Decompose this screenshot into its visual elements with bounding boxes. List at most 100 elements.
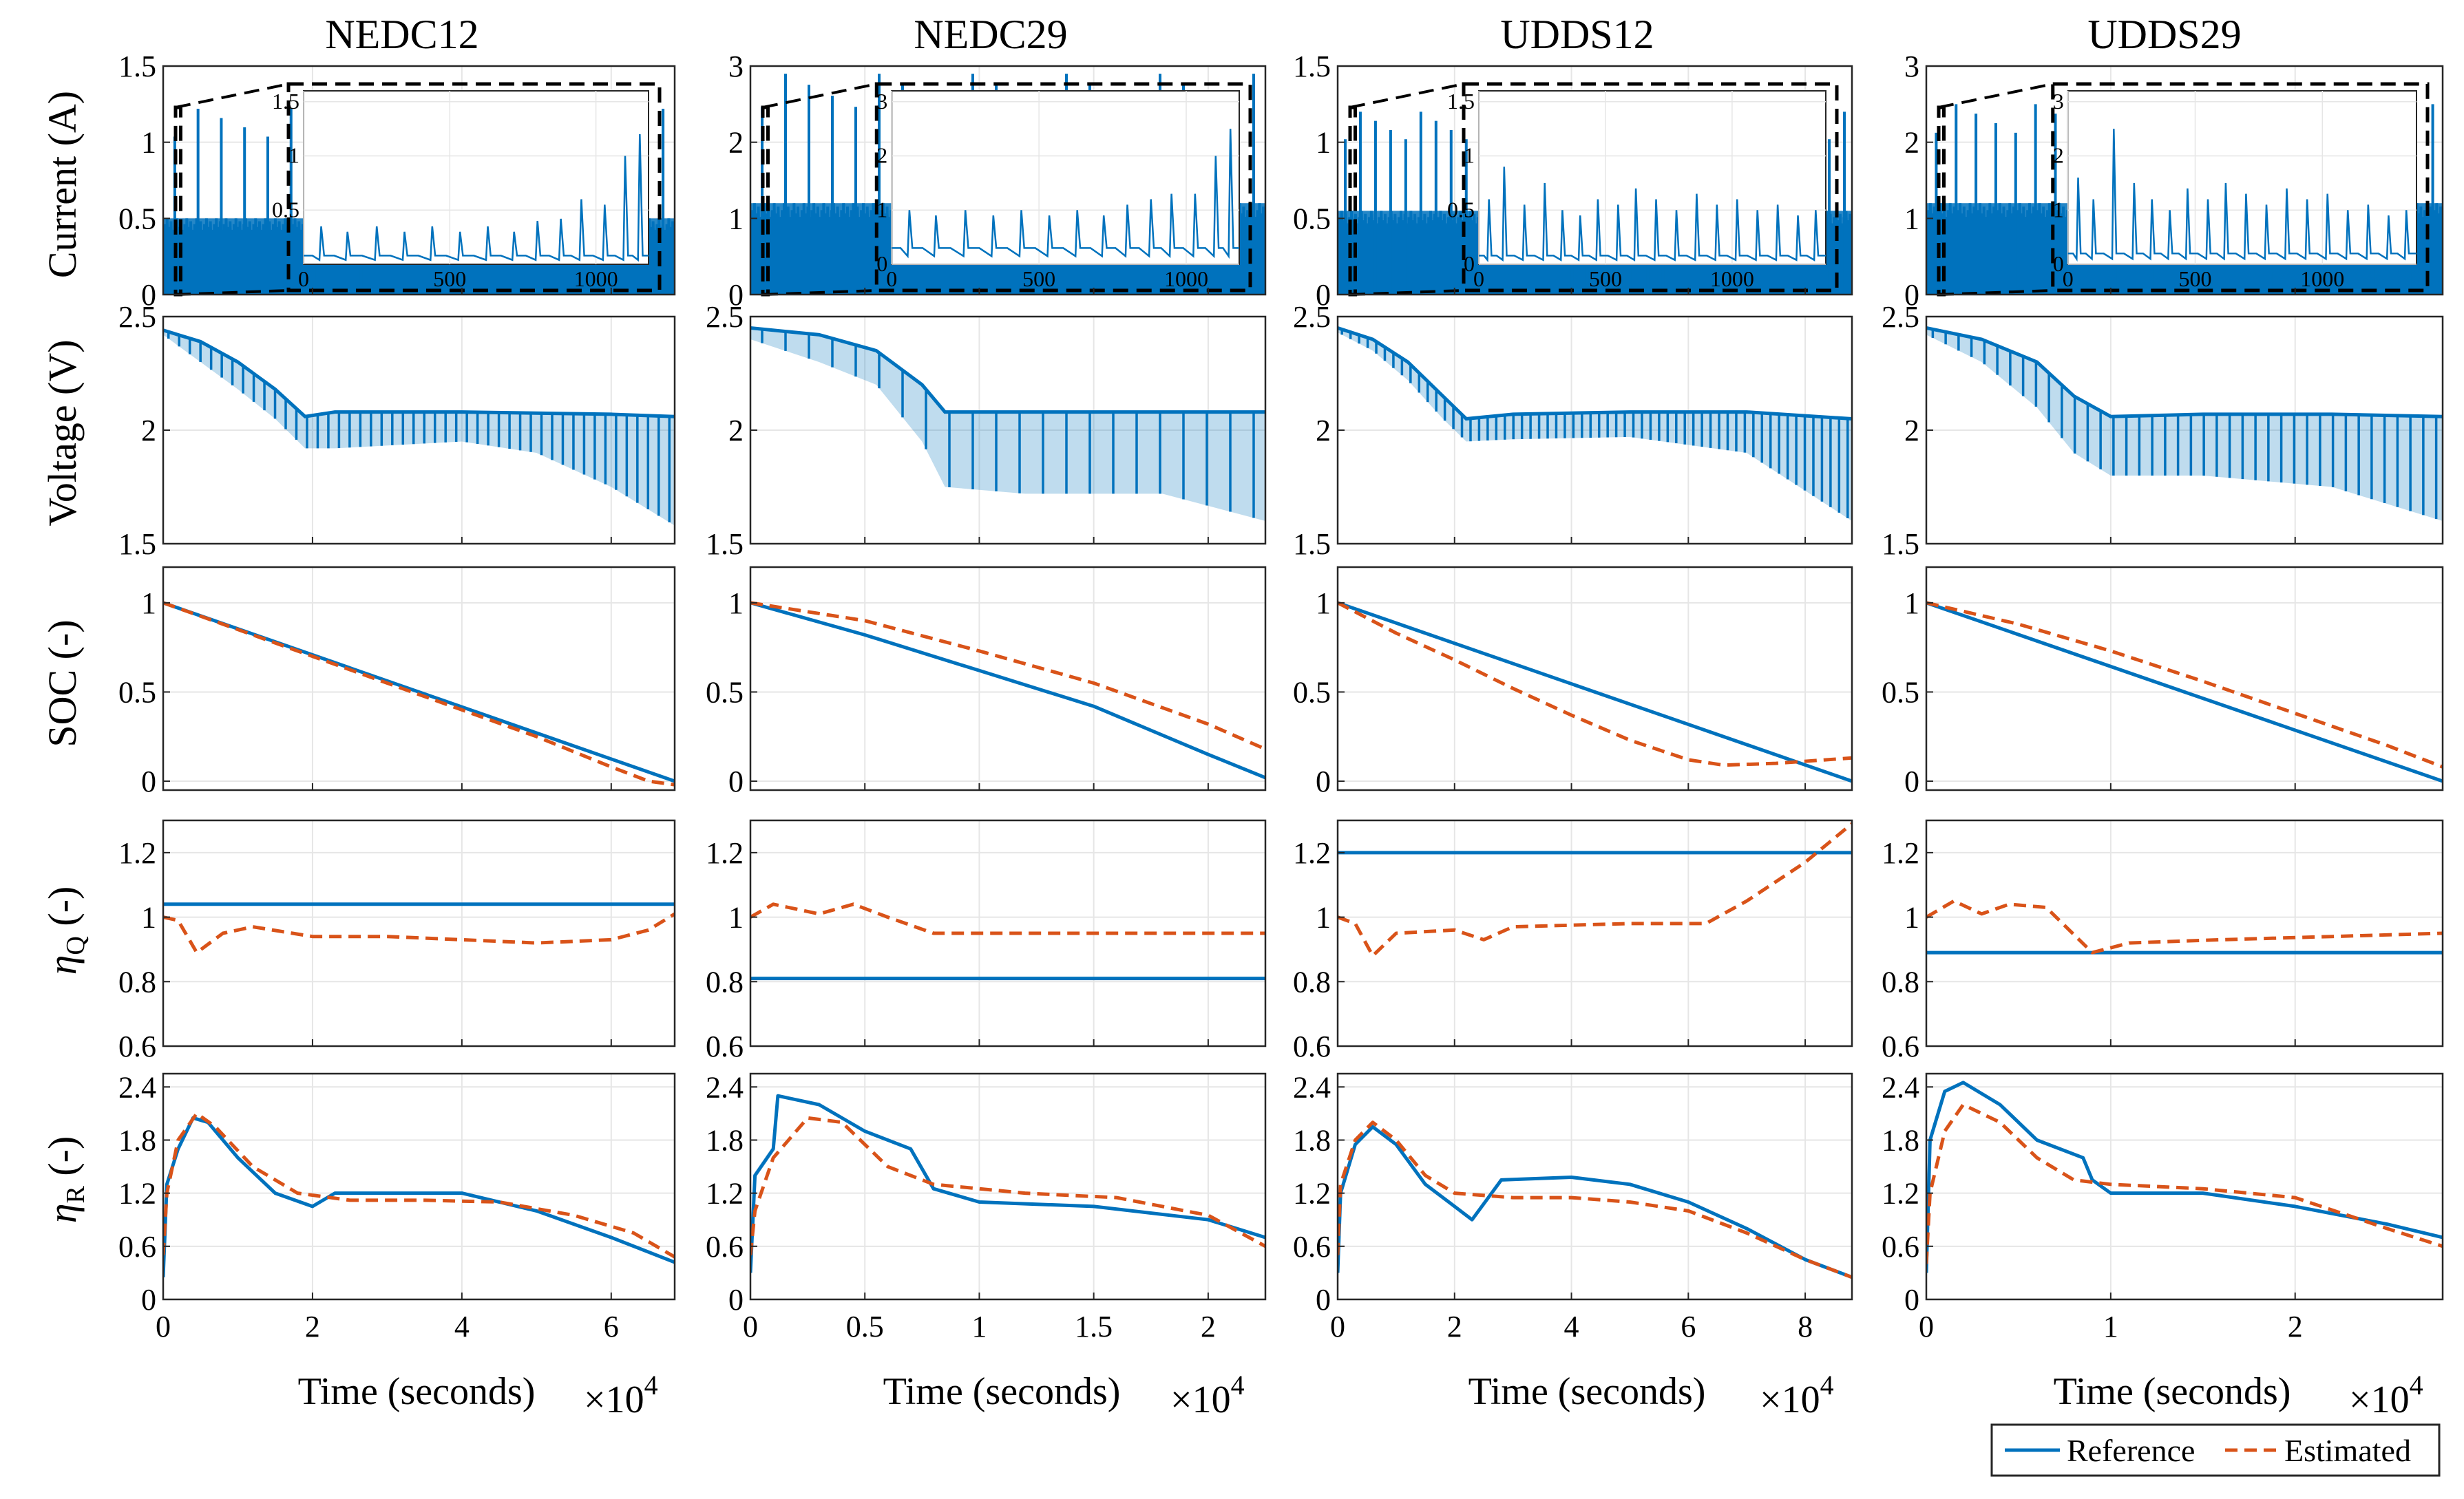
plot-grid: 0 500 10000.511.500.511.51.522.500.510.60.…	[118, 50, 2444, 1343]
y-tick-label: 2	[1904, 414, 1919, 447]
inset-udds29: 0 500 1000 0 1 2 3	[2053, 89, 2417, 291]
y-tick-label: 1.8	[1293, 1123, 1331, 1157]
inset-y-tick-label: 1.5	[1447, 89, 1475, 114]
y-tick-label: 0.6	[1293, 1230, 1331, 1264]
etar-estimated-series	[750, 1116, 1265, 1255]
y-tick-label: 0	[1316, 278, 1331, 312]
y-tick-label: 1.5	[1293, 50, 1331, 83]
y-tick-label: 0	[728, 1283, 744, 1317]
x-multiplier-udds29-exp: 4	[2410, 1370, 2423, 1401]
y-tick-label: 0.8	[118, 965, 156, 999]
y-tick-label: 0	[141, 278, 156, 312]
zoom-connector-top	[175, 83, 289, 109]
inset-axes	[1478, 90, 1826, 265]
subplot-frame	[1336, 1072, 1853, 1301]
x-tick-label: 2	[305, 1310, 320, 1343]
subplot-data	[750, 326, 1265, 521]
y-tick-label: 2.4	[118, 1070, 156, 1104]
subplot-nedc12-current: 0 500 1000 0.5 1 1.5 0 0.5 1 1.5	[118, 50, 676, 312]
y-tick-label: 2.5	[706, 300, 744, 334]
y-tick-label: 1	[728, 202, 744, 235]
subplot-data	[163, 1112, 675, 1277]
ylabel-eta-r: ηR (-)	[40, 1136, 90, 1224]
y-tick-label: 0.6	[1882, 1230, 1919, 1264]
ylabel-eta-r-rest: (-)	[40, 1136, 85, 1186]
subplot-frame	[1925, 566, 2444, 791]
voltage-series-envelope	[1926, 328, 2443, 521]
y-tick-label: 0.6	[1882, 1030, 1919, 1063]
soc-reference-series	[750, 601, 1265, 780]
etar-reference-series	[750, 1094, 1265, 1273]
y-tick-label: 1.2	[1882, 836, 1919, 870]
y-tick-label: 1.8	[706, 1123, 744, 1157]
soc-estimated-series	[1338, 601, 1852, 767]
x-tick-label: 4	[1564, 1310, 1579, 1343]
etar-reference-series	[1926, 1081, 2443, 1273]
inset-nedc12: 0 500 1000 0.5 1 1.5	[272, 89, 649, 291]
subplot-background	[163, 1074, 675, 1299]
inset-outer-dashed-frame	[874, 82, 1252, 293]
y-tick-label: 0.5	[1293, 675, 1331, 709]
subplot-udds29-soc: 00.51	[1882, 566, 2444, 798]
subplot-data	[1338, 326, 1852, 521]
inset-y-tick-label: 1	[2053, 197, 2064, 222]
ylabel-eta-q: ηQ (-)	[40, 886, 90, 975]
subplot-data	[1926, 326, 2443, 521]
y-tick-label: 0.5	[1882, 675, 1919, 709]
xlabel-nedc29: Time (seconds)	[883, 1370, 1121, 1413]
y-tick-label: 1.5	[1882, 527, 1919, 561]
y-tick-label: 1	[728, 901, 744, 935]
inset-udds12: 0 500 1000 0 0.5 1 1.5	[1447, 89, 1826, 291]
y-tick-label: 0.5	[706, 675, 744, 709]
subplot-frame	[749, 65, 1267, 296]
inset-x-tick-label: 1000	[1164, 266, 1208, 291]
subplot-data	[1338, 1120, 1852, 1279]
subplot-background	[750, 820, 1265, 1046]
y-tick-label: 1.2	[1882, 1177, 1919, 1211]
y-tick-label: 1	[1904, 586, 1919, 620]
subplot-frame	[162, 65, 676, 296]
x-multiplier-nedc12: ×104	[584, 1370, 658, 1421]
x-multiplier-udds12-exp: 4	[1820, 1370, 1834, 1401]
zoom-connector-top	[1349, 83, 1464, 109]
xlabel-udds12: Time (seconds)	[1468, 1370, 1706, 1413]
inset-outer-dashed-frame	[286, 82, 662, 293]
zoom-connector-bottom	[1938, 289, 2053, 296]
soc-estimated-series	[163, 601, 675, 787]
x-tick-label: 6	[604, 1310, 619, 1343]
inset-x-tick-label: 1000	[1710, 266, 1754, 291]
inset-y-tick-label: 1	[876, 197, 887, 222]
subplot-frame	[1336, 819, 1853, 1048]
ylabel-eta-q-sub: Q	[61, 936, 90, 955]
subplot-data	[1926, 899, 2443, 955]
y-tick-label: 2	[1316, 414, 1331, 447]
y-tick-label: 1	[1316, 586, 1331, 620]
y-tick-label: 1.5	[1293, 527, 1331, 561]
zoom-connector-bottom	[1349, 289, 1464, 296]
subplot-background	[163, 567, 675, 790]
x-tick-label: 1	[2103, 1310, 2118, 1343]
ylabel-eta-r-symbol: η	[40, 1204, 85, 1224]
subplot-frame	[1336, 65, 1853, 296]
y-tick-label: 0.8	[706, 965, 744, 999]
x-axis-labels: Time (seconds) Time (seconds) Time (seco…	[298, 1370, 2423, 1421]
subplot-frame	[749, 566, 1267, 791]
column-title-nedc12: NEDC12	[325, 12, 478, 57]
inset-axes	[2067, 90, 2417, 265]
y-tick-label: 3	[728, 50, 744, 83]
y-tick-label: 1.2	[706, 836, 744, 870]
y-tick-label: 2.4	[1882, 1070, 1919, 1104]
etaq-estimated-series	[1926, 899, 2443, 955]
subplot-udds12-voltage: 1.5 2 2.5	[1293, 300, 1853, 561]
subplot-data	[750, 601, 1265, 780]
subplot-frame	[1925, 819, 2444, 1048]
subplot-frame	[749, 819, 1267, 1048]
etaq-estimated-series	[163, 912, 675, 955]
column-title-udds12: UDDS12	[1500, 12, 1654, 57]
x-tick-label: 8	[1798, 1310, 1813, 1343]
subplot-udds29-voltage: 1.5 2 2.5	[1882, 300, 2444, 561]
y-tick-label: 1.2	[1293, 836, 1331, 870]
y-tick-label: 1.8	[1882, 1123, 1919, 1157]
y-tick-label: 1.2	[1293, 1177, 1331, 1211]
inset-x-tick-label: 1000	[2300, 266, 2344, 291]
